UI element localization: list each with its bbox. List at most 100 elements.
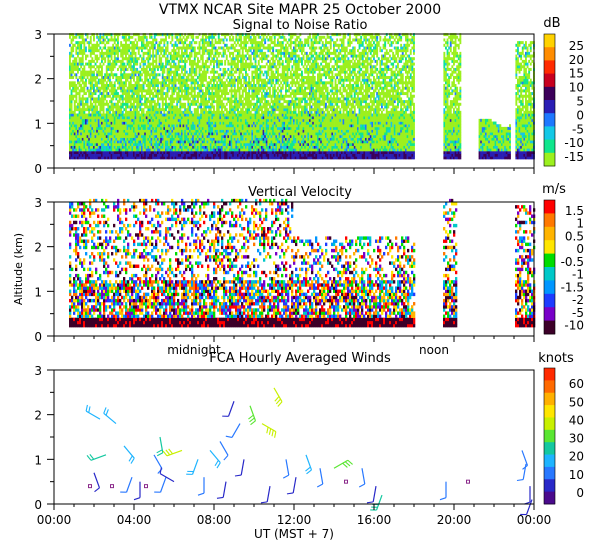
snr-cell bbox=[150, 113, 153, 117]
snr-cell bbox=[137, 116, 140, 120]
snr-cell bbox=[142, 145, 145, 149]
snr-cell bbox=[107, 75, 110, 79]
snr-cell bbox=[115, 49, 118, 53]
snr-cell bbox=[86, 62, 89, 66]
snr-cell bbox=[257, 81, 260, 85]
snr-cell bbox=[185, 51, 188, 55]
snr-cell bbox=[118, 126, 121, 130]
snr-cell bbox=[128, 81, 131, 85]
snr-cell bbox=[125, 137, 127, 141]
snr-cell bbox=[102, 100, 105, 104]
snr-cell bbox=[129, 41, 132, 45]
snr-cell bbox=[152, 67, 155, 71]
snr-cell bbox=[107, 140, 110, 144]
snr-cell bbox=[131, 132, 134, 136]
snr-cell bbox=[142, 33, 145, 37]
snr-cell bbox=[99, 35, 102, 39]
snr-cell bbox=[166, 94, 169, 98]
snr-cell bbox=[101, 151, 103, 155]
snr-cell bbox=[153, 94, 156, 98]
snr-cell bbox=[133, 105, 135, 109]
snr-cell bbox=[107, 156, 110, 160]
snr-cell bbox=[113, 126, 116, 130]
snr-cell bbox=[117, 33, 119, 37]
snr-cell bbox=[99, 54, 102, 58]
snr-cell bbox=[70, 121, 73, 125]
snr-cell bbox=[75, 148, 78, 152]
snr-cell bbox=[139, 121, 142, 125]
snr-cell bbox=[110, 105, 113, 109]
snr-cell bbox=[257, 59, 260, 63]
snr-cell bbox=[225, 70, 228, 74]
snr-cell bbox=[208, 75, 211, 79]
snr-cell bbox=[161, 94, 164, 98]
snr-cell bbox=[109, 89, 111, 93]
snr-cell bbox=[86, 102, 89, 106]
snr-cell bbox=[150, 100, 153, 104]
snr-cell bbox=[102, 113, 105, 117]
snr-cell bbox=[113, 89, 116, 93]
snr-cell bbox=[144, 134, 147, 138]
snr-cell bbox=[91, 57, 94, 61]
snr-cell bbox=[144, 102, 147, 106]
snr-cell bbox=[144, 78, 147, 82]
snr-cell bbox=[155, 65, 158, 69]
snr-cell bbox=[121, 57, 124, 61]
snr-cell bbox=[142, 89, 145, 93]
snr-cell bbox=[270, 35, 273, 39]
snr-cell bbox=[72, 153, 75, 157]
snr-cell bbox=[80, 65, 83, 69]
snr-cell bbox=[123, 108, 126, 112]
snr-cell bbox=[109, 108, 111, 112]
snr-cell bbox=[80, 43, 83, 47]
snr-cell bbox=[203, 51, 206, 55]
snr-cell bbox=[155, 126, 158, 130]
snr-cell bbox=[121, 140, 124, 144]
snr-cell bbox=[109, 121, 111, 125]
snr-cell bbox=[83, 137, 86, 141]
snr-cell bbox=[237, 65, 239, 69]
snr-cell bbox=[89, 70, 92, 74]
snr-cell bbox=[128, 113, 131, 117]
snr-cell bbox=[272, 51, 275, 55]
snr-cell bbox=[102, 145, 105, 149]
snr-cell bbox=[141, 57, 143, 61]
snr-cell bbox=[142, 148, 145, 152]
snr-cell bbox=[208, 38, 211, 42]
snr-cell bbox=[275, 89, 278, 93]
snr-cell bbox=[128, 124, 131, 128]
snr-cell bbox=[185, 38, 188, 42]
snr-cell bbox=[69, 54, 71, 58]
snr-cell bbox=[152, 57, 155, 61]
snr-cell bbox=[134, 118, 137, 122]
snr-cell bbox=[197, 97, 199, 101]
snr-cell bbox=[235, 70, 238, 74]
snr-cell bbox=[227, 67, 230, 71]
snr-cell bbox=[145, 38, 148, 42]
snr-cell bbox=[150, 156, 153, 160]
snr-cell bbox=[137, 132, 140, 136]
snr-cell bbox=[81, 145, 84, 149]
snr-cell bbox=[129, 145, 132, 149]
snr-cell bbox=[137, 38, 140, 42]
snr-cell bbox=[112, 62, 115, 66]
snr-cell bbox=[155, 124, 158, 128]
snr-cell bbox=[94, 97, 97, 101]
snr-cell bbox=[81, 121, 84, 125]
snr-cell bbox=[89, 54, 92, 58]
snr-cell bbox=[96, 156, 99, 160]
snr-cell bbox=[256, 102, 259, 106]
snr-cell bbox=[233, 84, 236, 88]
snr-cell bbox=[133, 110, 135, 114]
snr-cell bbox=[110, 126, 113, 130]
snr-cell bbox=[97, 140, 100, 144]
snr-cell bbox=[128, 35, 131, 39]
snr-cell bbox=[117, 38, 119, 42]
snr-cell bbox=[85, 126, 87, 130]
snr-cell bbox=[176, 35, 179, 39]
snr-cell bbox=[80, 126, 83, 130]
snr-cell bbox=[69, 81, 71, 85]
snr-cell bbox=[155, 84, 158, 88]
snr-cell bbox=[80, 97, 83, 101]
snr-cell bbox=[153, 126, 156, 130]
